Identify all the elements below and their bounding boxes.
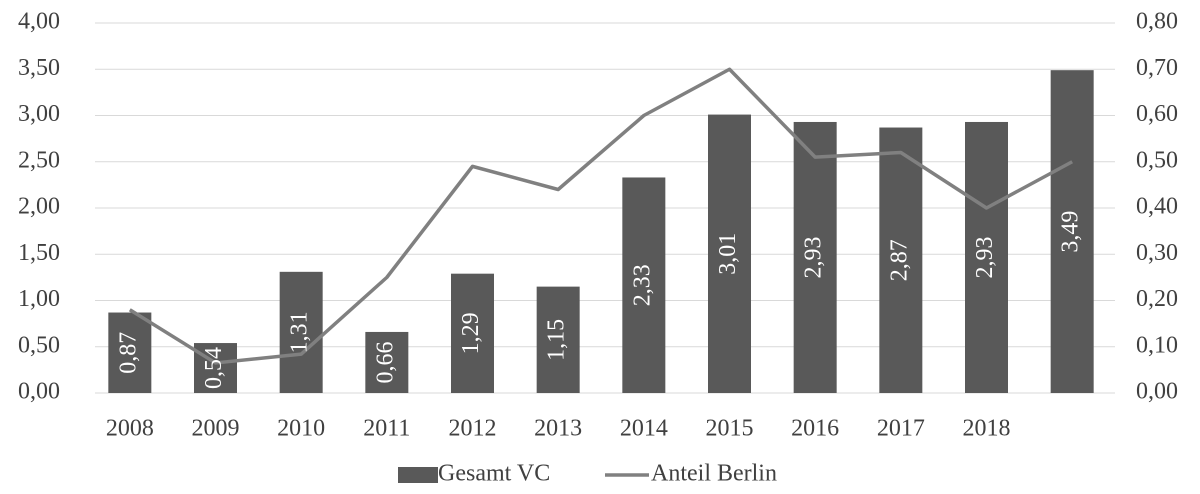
y2-tick-label: 0,10: [1136, 332, 1178, 358]
value-label: 1,31: [287, 311, 313, 353]
y2-tick-label: 0,20: [1136, 286, 1178, 312]
x-tick-label: 2013: [534, 416, 582, 442]
bar: [708, 114, 751, 393]
x-tick-label: 2008: [106, 416, 154, 442]
y2-tick-label: 0,00: [1136, 379, 1178, 405]
value-label: 0,54: [201, 347, 227, 389]
x-tick-label: 2014: [620, 416, 668, 442]
legend-swatch: [398, 467, 438, 483]
x-tick-label: 2018: [963, 416, 1011, 442]
y2-tick-label: 0,80: [1136, 9, 1178, 35]
value-label: 2,93: [972, 236, 998, 278]
value-label: 0,87: [115, 332, 141, 374]
legend-label: Gesamt VC: [438, 461, 550, 487]
y-tick-label: 2,50: [18, 147, 60, 173]
x-tick-label: 2016: [791, 416, 839, 442]
value-label: 2,93: [801, 236, 827, 278]
x-tick-label: 2011: [363, 416, 410, 442]
y2-tick-label: 0,60: [1136, 101, 1178, 127]
y-tick-label: 3,00: [18, 101, 60, 127]
bar: [365, 331, 409, 393]
y-tick-label: 3,50: [18, 55, 60, 81]
value-label: 3,49: [1058, 211, 1084, 253]
bar: [451, 273, 494, 393]
y-tick-label: 0,00: [18, 379, 60, 405]
bar: [793, 121, 837, 393]
y2-tick-label: 0,50: [1136, 147, 1178, 173]
y-tick-label: 4,00: [18, 9, 60, 35]
y-tick-label: 1,00: [18, 286, 60, 312]
y2-tick-label: 0,30: [1136, 240, 1178, 266]
line: [128, 67, 1073, 365]
x-tick-label: 2010: [277, 416, 325, 442]
value-label: 2,87: [886, 239, 912, 281]
y-tick-label: 2,00: [18, 194, 60, 220]
bar: [536, 286, 580, 393]
value-label: 3,01: [715, 233, 741, 275]
y-tick-label: 1,50: [18, 240, 60, 266]
y-tick-label: 0,50: [18, 332, 60, 358]
value-label: 1,15: [544, 319, 570, 361]
bar: [194, 343, 237, 393]
y2-tick-label: 0,70: [1136, 55, 1178, 81]
legend-label: Anteil Berlin: [651, 461, 777, 487]
bar: [622, 177, 666, 393]
bar: [879, 127, 923, 394]
x-tick-label: 2012: [449, 416, 497, 442]
x-tick-label: 2017: [877, 416, 925, 442]
bar: [108, 312, 152, 393]
value-label: 0,66: [372, 341, 398, 383]
bar: [279, 271, 323, 393]
value-label: 1,29: [458, 312, 484, 354]
x-tick-label: 2015: [706, 416, 754, 442]
bar: [965, 121, 1008, 393]
x-tick-label: 2009: [192, 416, 240, 442]
y2-tick-label: 0,40: [1136, 194, 1178, 220]
value-label: 2,33: [629, 264, 655, 306]
bar: [1050, 70, 1094, 394]
